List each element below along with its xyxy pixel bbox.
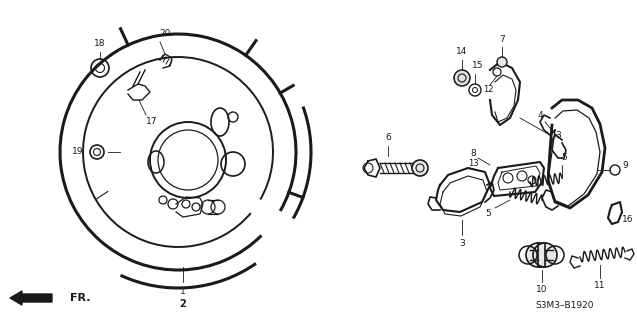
Text: 16: 16	[622, 215, 634, 225]
Text: 14: 14	[456, 47, 468, 57]
Text: 19: 19	[72, 148, 83, 156]
Text: S3M3–B1920: S3M3–B1920	[536, 300, 594, 309]
Text: 5: 5	[561, 154, 567, 163]
Text: 3: 3	[555, 131, 561, 140]
Text: 9: 9	[622, 161, 628, 170]
Text: 7: 7	[499, 36, 505, 44]
Text: 18: 18	[94, 39, 106, 49]
Circle shape	[412, 160, 428, 176]
Text: 10: 10	[536, 285, 548, 294]
Circle shape	[526, 243, 550, 267]
FancyArrow shape	[10, 291, 52, 305]
Text: 3: 3	[459, 238, 465, 247]
Text: 13: 13	[468, 158, 478, 167]
Circle shape	[497, 57, 507, 67]
Text: FR.: FR.	[70, 293, 90, 303]
Text: 6: 6	[385, 133, 391, 142]
Text: 17: 17	[147, 117, 158, 126]
Text: 20: 20	[159, 29, 171, 38]
Text: 15: 15	[472, 61, 483, 70]
Text: 4: 4	[537, 111, 543, 121]
Text: 5: 5	[485, 209, 491, 218]
Text: 1: 1	[180, 287, 186, 297]
Circle shape	[454, 70, 470, 86]
Text: 12: 12	[483, 85, 493, 94]
Circle shape	[533, 243, 557, 267]
Text: 2: 2	[180, 299, 187, 309]
Text: 8: 8	[470, 148, 476, 157]
Text: 11: 11	[594, 282, 606, 291]
